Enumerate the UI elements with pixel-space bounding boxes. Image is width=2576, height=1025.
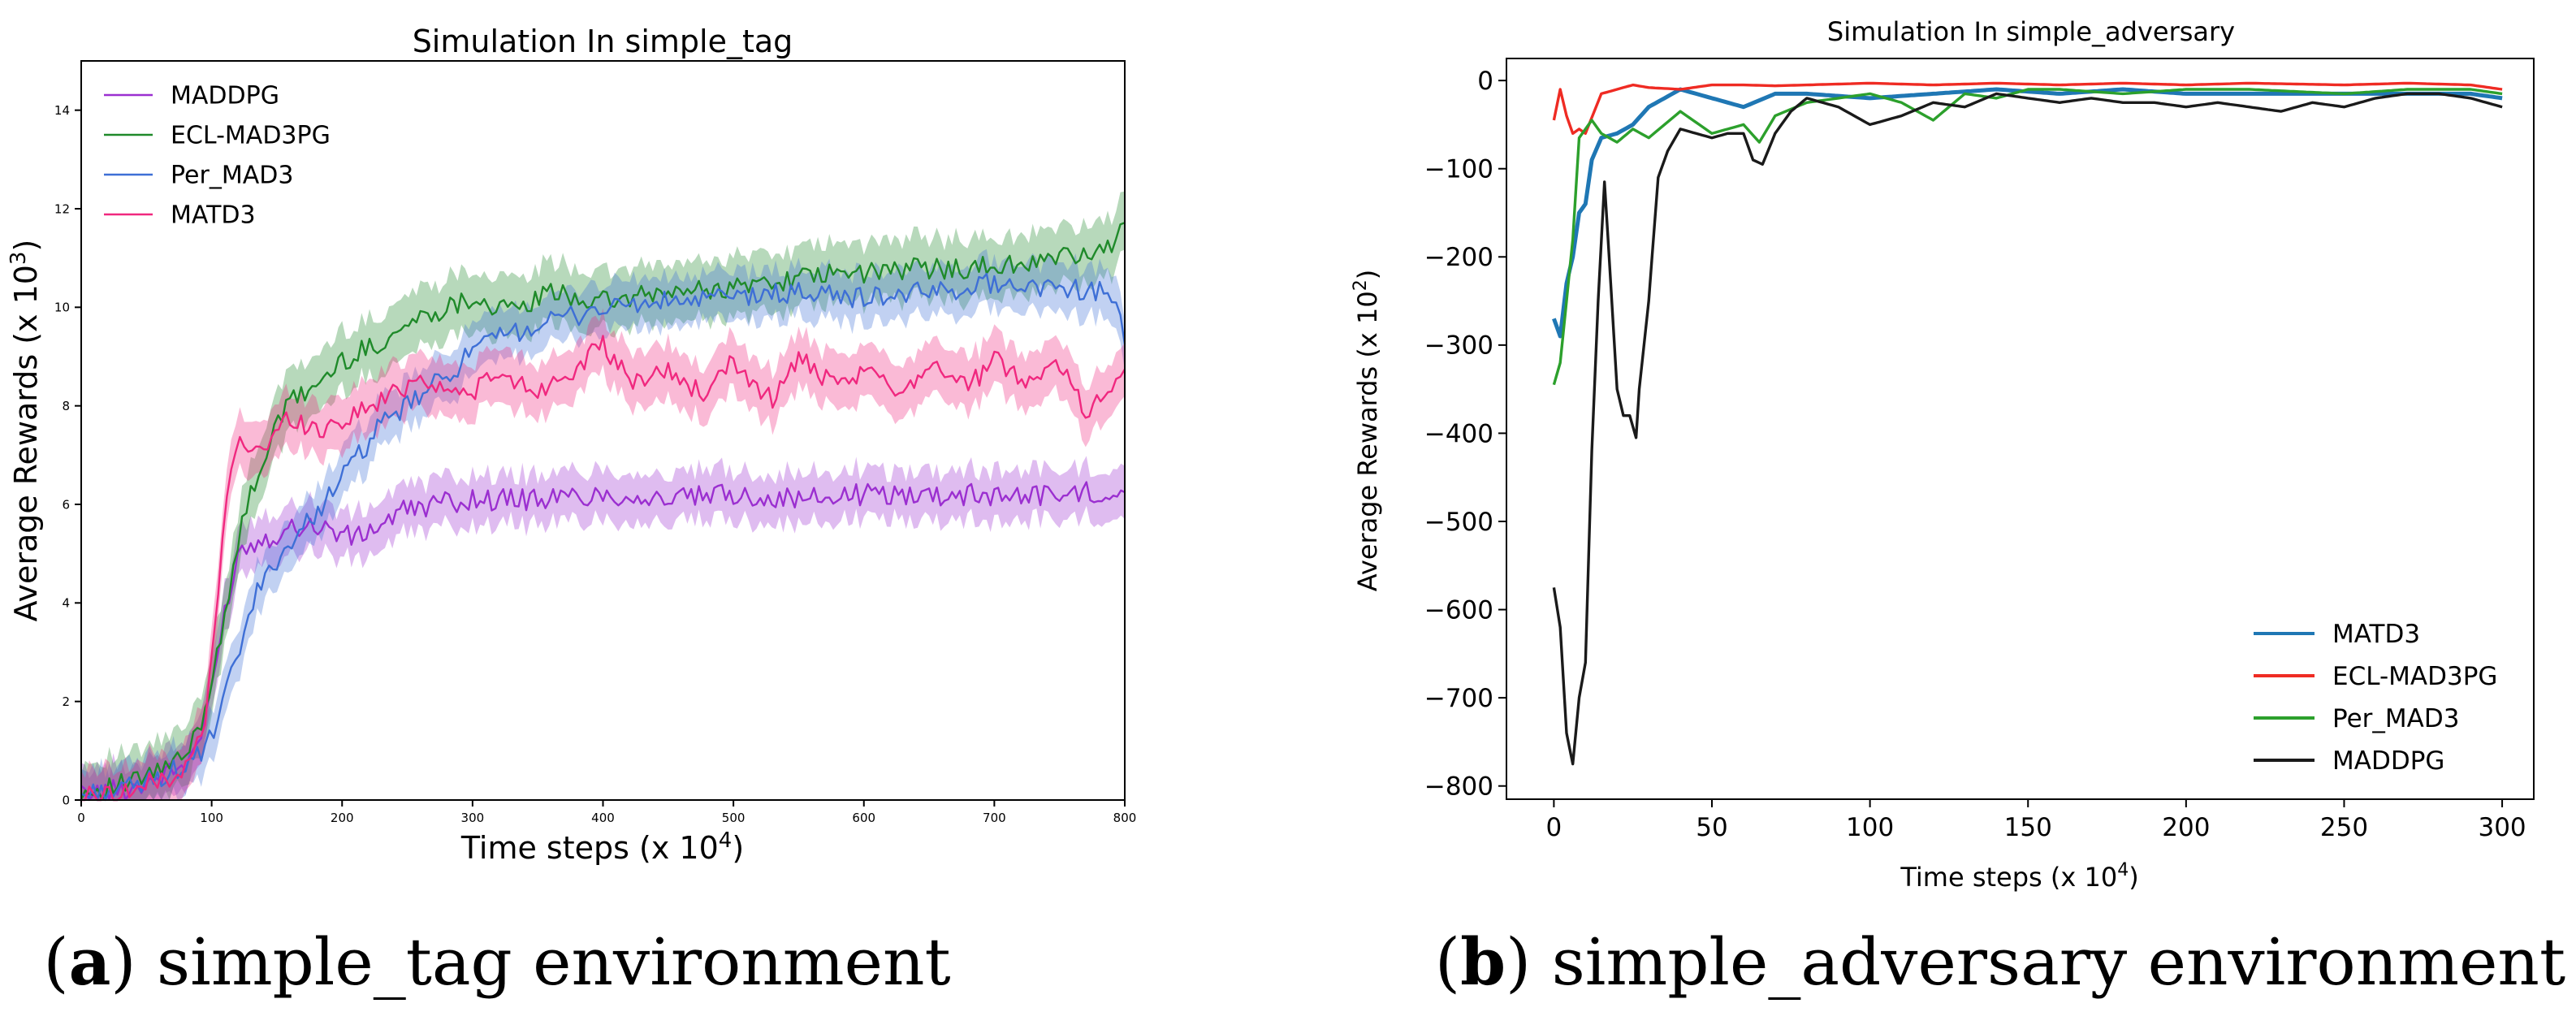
x-tick-label: 400 xyxy=(591,811,615,825)
x-tick-label: 800 xyxy=(1113,811,1137,825)
chart-simple-tag: Simulation In simple_tag 0 100 200 300 400 50… xyxy=(6,24,1136,866)
chart-a-title: Simulation In simple_tag xyxy=(413,24,793,59)
caption-b: (b) simple_adversary environment xyxy=(1435,923,2565,1000)
chart-b-lines xyxy=(1552,81,2503,766)
x-tick-label: 100 xyxy=(1846,813,1894,842)
chart-b-ylabel: Average Rewards (x 102) xyxy=(1351,270,1383,591)
chart-a-xlabel: Time steps (x 104) xyxy=(460,828,744,866)
x-tick-label: 700 xyxy=(983,811,1006,825)
series-line-MADDPG xyxy=(80,481,1126,802)
y-tick-label: −600 xyxy=(1424,595,1493,625)
y-tick-label: 4 xyxy=(62,596,70,611)
chart-b-legend: MATD3 ECL-MAD3PG Per_MAD3 MADDPG xyxy=(2254,620,2497,776)
x-tick-label: 300 xyxy=(461,811,485,825)
y-tick-label: −300 xyxy=(1424,331,1493,361)
x-tick-label: 250 xyxy=(2320,813,2368,842)
legend-label: MADDPG xyxy=(171,82,279,110)
chart-b-xticks: 0 50 100 150 200 250 300 xyxy=(1546,799,2526,842)
chart-a-yticks: 0 2 4 6 8 10 12 14 xyxy=(54,103,81,807)
x-tick-label: 200 xyxy=(331,811,354,825)
series-line-ECL-MAD3PG xyxy=(1552,81,2503,135)
legend-label: MADDPG xyxy=(2332,746,2444,776)
legend-label: ECL-MAD3PG xyxy=(2332,662,2497,691)
x-tick-label: 600 xyxy=(852,811,875,825)
x-tick-label: 0 xyxy=(1546,813,1562,842)
y-tick-label: 14 xyxy=(54,103,70,118)
y-tick-label: 0 xyxy=(1477,67,1493,96)
series-band-MATD3 xyxy=(81,308,1125,801)
y-tick-label: 12 xyxy=(54,201,70,216)
caption-a: (a) simple_tag environment xyxy=(43,923,950,1000)
series-band-MADDPG xyxy=(81,456,1125,800)
chart-a-bands xyxy=(81,191,1125,801)
y-tick-label: −100 xyxy=(1424,155,1493,184)
series-line-Per_MAD3 xyxy=(1552,88,2503,386)
chart-a-legend: MADDPG ECL-MAD3PG Per_MAD3 MATD3 xyxy=(104,82,331,230)
chart-a-lines xyxy=(80,222,1126,802)
legend-label: Per_MAD3 xyxy=(2332,704,2459,733)
y-tick-label: 0 xyxy=(62,793,70,807)
legend-label: ECL-MAD3PG xyxy=(171,122,331,150)
x-tick-label: 300 xyxy=(2478,813,2526,842)
chart-a-ylabel: Average Rewards (x 103) xyxy=(6,240,44,622)
chart-b-frame xyxy=(1506,58,2535,800)
x-tick-label: 50 xyxy=(1696,813,1727,842)
series-line-ECL-MAD3PG xyxy=(80,222,1126,801)
chart-b-xlabel: Time steps (x 104) xyxy=(1900,860,2138,893)
y-tick-label: 10 xyxy=(54,301,70,315)
y-tick-label: 6 xyxy=(62,497,70,512)
y-tick-label: −500 xyxy=(1424,508,1493,537)
x-tick-label: 100 xyxy=(200,811,223,825)
chart-b-title: Simulation In simple_adversary xyxy=(1827,16,2235,47)
x-tick-label: 200 xyxy=(2162,813,2210,842)
series-line-Per_MAD3 xyxy=(80,272,1126,802)
y-tick-label: −700 xyxy=(1424,684,1493,713)
y-tick-label: −800 xyxy=(1424,772,1493,802)
series-line-MATD3 xyxy=(1552,87,2503,339)
y-tick-label: −200 xyxy=(1424,243,1493,272)
series-band-ECL-MAD3PG xyxy=(81,191,1125,801)
legend-label: MATD3 xyxy=(171,201,256,230)
series-line-MATD3 xyxy=(81,335,1126,802)
x-tick-label: 500 xyxy=(722,811,746,825)
legend-label: MATD3 xyxy=(2332,620,2420,649)
chart-b-yticks: 0 −100 −200 −300 −400 −500 −600 −700 −800 xyxy=(1424,67,1506,802)
x-tick-label: 0 xyxy=(77,811,85,825)
series-line-MADDPG xyxy=(1552,92,2503,766)
y-tick-label: 2 xyxy=(62,694,70,709)
chart-simple-adversary: Simulation In simple_adversary 0 50 100 150… xyxy=(1351,16,2535,893)
x-tick-label: 150 xyxy=(2004,813,2052,842)
y-tick-label: −400 xyxy=(1424,419,1493,448)
y-tick-label: 8 xyxy=(62,399,70,413)
chart-a-xticks: 0 100 200 300 400 500 600 700 800 xyxy=(77,800,1136,825)
legend-label: Per_MAD3 xyxy=(171,162,293,190)
